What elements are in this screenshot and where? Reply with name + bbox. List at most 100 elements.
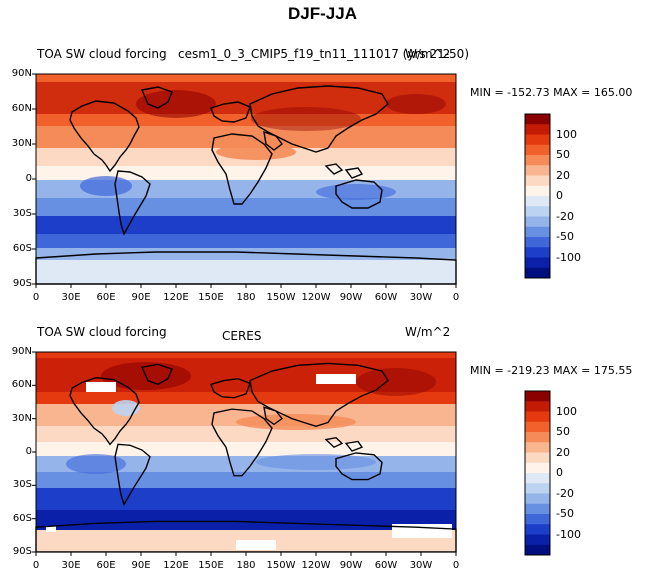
panel2-lon-tick-label: 0 bbox=[32, 560, 40, 571]
panel1-left-title: TOA SW cloud forcing bbox=[37, 47, 167, 61]
panel2-colorbar-swatch bbox=[525, 493, 550, 505]
panel1-colorbar-swatch bbox=[525, 134, 550, 146]
panel2-colorbar-swatch bbox=[525, 391, 550, 402]
panel1-lon-tick-label: 0 bbox=[452, 292, 460, 303]
panel2-lon-tick-label: 120W bbox=[301, 560, 331, 571]
panel2-colorbar-swatch bbox=[525, 473, 550, 484]
panel2-colorbar-label: 0 bbox=[556, 466, 563, 479]
panel1-colorbar-swatch bbox=[525, 226, 550, 238]
panel1-colorbar-label: -100 bbox=[556, 250, 581, 264]
panel1-colorbar-swatch bbox=[525, 247, 550, 258]
panel1-lon-tick-label: 0 bbox=[32, 292, 40, 303]
panel1-center-title: cesm1_0_3_CMIP5_f19_tn11_111017 (yrs 21-… bbox=[178, 47, 469, 61]
panel2-lon-tick-label: 150E bbox=[198, 560, 224, 571]
panel2-colorbar-swatch bbox=[525, 432, 550, 443]
panel2-colorbar-swatch bbox=[525, 421, 550, 433]
panel1-colorbar-swatch bbox=[525, 206, 550, 217]
panel1-lon-tick-label: 60E bbox=[96, 292, 116, 303]
panel2-lon-tick-label: 0 bbox=[452, 560, 460, 571]
panel2-colorbar bbox=[524, 390, 551, 556]
panel1-colorbar bbox=[524, 113, 551, 279]
panel2-colorbar-label: -50 bbox=[556, 507, 574, 520]
panel2-lat-tick-label: 30S bbox=[12, 479, 32, 491]
panel1-colorbar-swatch bbox=[525, 257, 550, 269]
panel1-lon-tick-label: 60W bbox=[374, 292, 398, 303]
panel2-colorbar-border bbox=[524, 390, 551, 556]
panel1-lon-tick-label: 120E bbox=[163, 292, 189, 303]
panel1-lat-tick-label: 30S bbox=[12, 208, 32, 219]
panel2-colorbar-label: -20 bbox=[556, 486, 574, 500]
panel2-colorbar-swatch bbox=[525, 462, 550, 474]
panel1-lon-tick-label: 30E bbox=[61, 292, 81, 303]
panel2-colorbar-label: 50 bbox=[556, 425, 570, 438]
panel2-colorbar-swatch bbox=[525, 524, 550, 535]
panel1-lon-tick-label: 30W bbox=[409, 292, 433, 303]
panel1-colorbar-swatch bbox=[525, 114, 550, 125]
panel2-lat-tick-label: 90N bbox=[11, 346, 32, 357]
panel1-lon-tick-label: 90E bbox=[131, 292, 151, 303]
panel2-lon-tick-label: 150W bbox=[266, 560, 296, 571]
panel2-colorbar-swatch bbox=[525, 452, 550, 464]
panel2-center-title: CERES bbox=[222, 329, 262, 343]
panel2-stats: MIN = -219.23 MAX = 175.55 bbox=[470, 364, 633, 377]
panel1-colorbar-swatch bbox=[525, 165, 550, 176]
panel2-lat-tick-label: 0 bbox=[25, 446, 32, 457]
panel1-colorbar-swatch bbox=[525, 155, 550, 166]
panel2-colorbar-swatch bbox=[525, 483, 550, 494]
panel2-map bbox=[35, 351, 457, 553]
panel2-lon-tick-label: 120E bbox=[163, 560, 189, 571]
panel2-lon-tick-label: 30E bbox=[61, 560, 81, 571]
panel1-colorbar-label: -20 bbox=[556, 209, 574, 223]
panel2-lat-tick-label: 30N bbox=[11, 412, 32, 424]
panel1-map bbox=[35, 73, 457, 285]
panel1-colorbar-border bbox=[524, 113, 551, 279]
figure-title: DJF-JJA bbox=[288, 4, 357, 23]
panel2-colorbar-swatch bbox=[525, 514, 550, 525]
panel2-colorbar-swatch bbox=[525, 442, 550, 453]
panel2-units: W/m^2 bbox=[405, 325, 451, 339]
panel1-colorbar-swatch bbox=[525, 185, 550, 197]
panel2-colorbar-swatch bbox=[525, 401, 550, 412]
panel1-colorbar-swatch bbox=[525, 216, 550, 228]
panel1-colorbar-swatch bbox=[525, 124, 550, 135]
panel2-colorbar-swatch bbox=[525, 534, 550, 546]
panel2-colorbar-label: -100 bbox=[556, 527, 581, 541]
panel1-colorbar-swatch bbox=[525, 196, 550, 207]
panel1-colorbar-label: 0 bbox=[556, 189, 563, 202]
panel2-lat-tick-label: 60N bbox=[11, 379, 32, 391]
panel1-colorbar-swatch bbox=[525, 237, 550, 248]
panel1-lat-tick-label: 0 bbox=[25, 173, 32, 184]
panel2-colorbar-label: 100 bbox=[556, 404, 577, 418]
panel1-lat-tick-label: 30N bbox=[11, 138, 32, 149]
panel2-colorbar-label: 20 bbox=[556, 445, 570, 459]
panel2-lon-tick-label: 60W bbox=[374, 560, 398, 571]
panel1-lat-tick-label: 60S bbox=[12, 243, 32, 254]
panel1-lon-tick-label: 150W bbox=[266, 292, 296, 303]
panel1-units: W/m^2 bbox=[405, 47, 451, 61]
panel2-lat-tick-label: 90S bbox=[12, 546, 32, 557]
panel2-lon-tick-label: 60E bbox=[96, 560, 116, 571]
panel1-lon-tick-label: 180 bbox=[236, 292, 256, 303]
panel1-colorbar-swatch bbox=[525, 175, 550, 187]
panel2-colorbar-swatch bbox=[525, 544, 550, 556]
panel1-lat-tick-label: 60N bbox=[11, 103, 32, 114]
panel1-lon-tick-label: 120W bbox=[301, 292, 331, 303]
panel1-colorbar-label: 100 bbox=[556, 127, 577, 141]
panel2-lon-tick-label: 90W bbox=[339, 560, 363, 571]
panel2-lon-tick-label: 90E bbox=[131, 560, 151, 571]
panel2-left-title: TOA SW cloud forcing bbox=[37, 325, 167, 339]
panel1-stats: MIN = -152.73 MAX = 165.00 bbox=[470, 86, 633, 99]
panel1-colorbar-label: 20 bbox=[556, 168, 570, 182]
panel1-lat-tick-label: 90S bbox=[12, 278, 32, 289]
panel1-lon-tick-label: 90W bbox=[339, 292, 363, 303]
panel1-colorbar-swatch bbox=[525, 267, 550, 279]
panel2-lon-tick-label: 180 bbox=[236, 560, 256, 571]
panel1-lat-tick-label: 90N bbox=[11, 68, 32, 79]
panel2-lon-tick-label: 30W bbox=[409, 560, 433, 571]
panel2-lat-tick-label: 60S bbox=[12, 512, 32, 524]
panel1-colorbar-label: -50 bbox=[556, 230, 574, 243]
panel2-colorbar-swatch bbox=[525, 411, 550, 423]
panel2-colorbar-swatch bbox=[525, 503, 550, 515]
panel1-colorbar-label: 50 bbox=[556, 148, 570, 161]
